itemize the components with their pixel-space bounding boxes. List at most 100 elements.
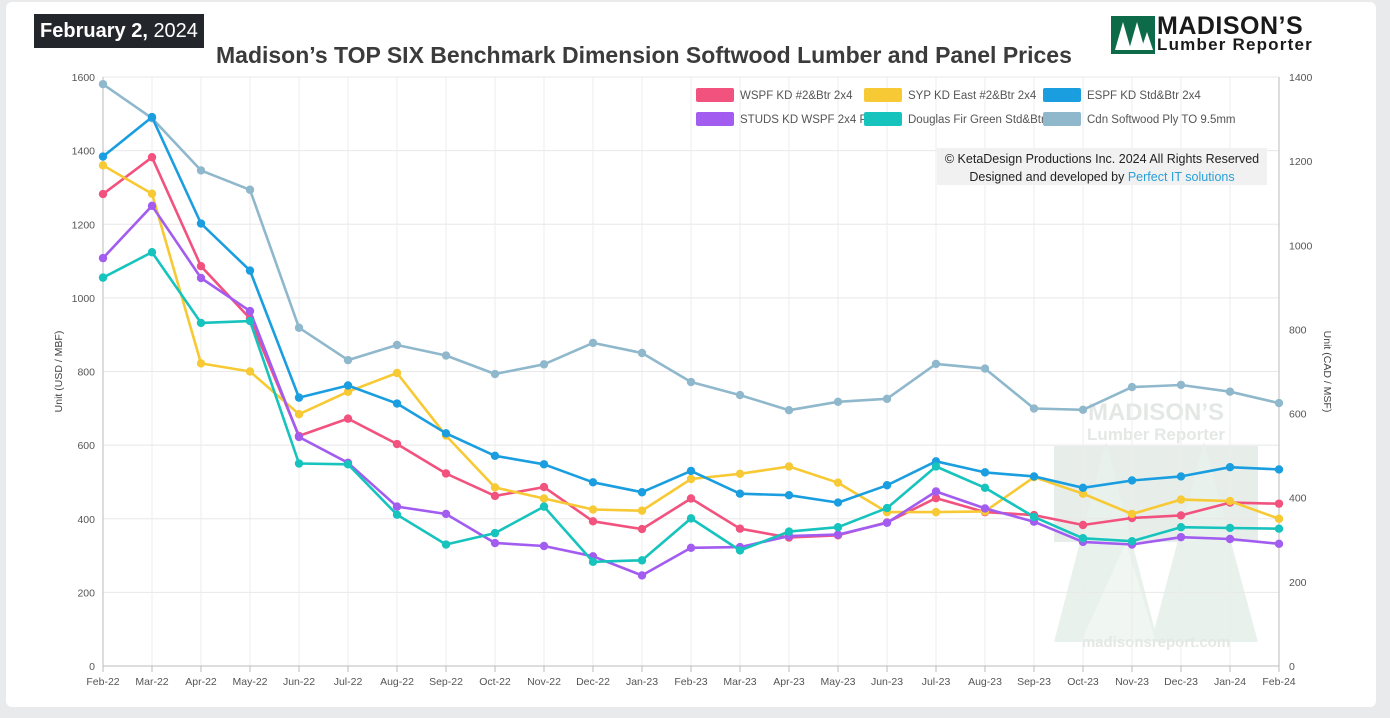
data-point bbox=[490, 538, 500, 548]
data-point bbox=[931, 487, 941, 496]
data-point bbox=[637, 348, 647, 358]
data-point bbox=[1078, 405, 1088, 414]
brand-logo: MADISON’S Lumber Reporter bbox=[1111, 12, 1366, 56]
watermark-url: madisonsreport.com bbox=[1082, 634, 1230, 651]
data-point bbox=[980, 483, 990, 493]
x-tick-label: Aug-22 bbox=[380, 676, 414, 688]
data-point bbox=[833, 397, 843, 406]
data-point bbox=[1078, 489, 1088, 498]
y2-axis-title: Unit (CAD / MSF) bbox=[1321, 331, 1333, 413]
data-point bbox=[1225, 387, 1235, 396]
data-point bbox=[1274, 465, 1284, 474]
data-point bbox=[1176, 532, 1186, 542]
data-point bbox=[490, 528, 500, 538]
data-point bbox=[1176, 472, 1186, 481]
y2-tick-label: 1400 bbox=[1289, 72, 1313, 84]
watermark-name: MADISON’S bbox=[1088, 399, 1224, 426]
data-point bbox=[441, 509, 451, 519]
x-tick-label: Feb-22 bbox=[86, 676, 119, 688]
data-point bbox=[490, 491, 500, 501]
y-tick-label: 1200 bbox=[72, 219, 96, 231]
data-point bbox=[196, 273, 206, 283]
x-tick-label: Jan-24 bbox=[1214, 676, 1246, 688]
data-point bbox=[784, 490, 794, 500]
y2-tick-label: 0 bbox=[1289, 661, 1295, 673]
copyright-box: © KetaDesign Productions Inc. 2024 All R… bbox=[937, 148, 1267, 185]
x-tick-label: Dec-22 bbox=[576, 676, 610, 688]
y-tick-label: 1600 bbox=[72, 72, 96, 84]
axes: 0 200 400 600 800 1000 1200 1400 1600 0 200 400 600 8… bbox=[53, 72, 1333, 688]
series bbox=[98, 79, 1284, 580]
legend-label: ESPF KD Std&Btr 2x4 bbox=[1087, 90, 1201, 102]
developer-credit-prefix: Designed and developed by bbox=[969, 170, 1127, 184]
data-point bbox=[343, 414, 353, 423]
data-point bbox=[882, 503, 892, 513]
legend-label: STUDS KD WSPF 2x4 PET bbox=[740, 114, 882, 126]
developer-link[interactable]: Perfect IT solutions bbox=[1128, 170, 1235, 184]
watermark-subtitle: Lumber Reporter bbox=[1087, 425, 1225, 444]
y-tick-label: 1000 bbox=[72, 293, 96, 305]
data-point bbox=[490, 483, 500, 492]
data-point bbox=[1225, 463, 1235, 472]
data-point bbox=[392, 340, 402, 350]
y-tick-label: 400 bbox=[77, 514, 95, 526]
x-tick-label: Oct-23 bbox=[1067, 676, 1099, 688]
data-point bbox=[1029, 404, 1039, 413]
data-point bbox=[1176, 523, 1186, 532]
data-point bbox=[539, 502, 549, 511]
data-point bbox=[441, 469, 451, 478]
data-point bbox=[735, 469, 745, 479]
data-point bbox=[1274, 499, 1284, 508]
date-year: 2024 bbox=[153, 20, 198, 42]
data-point bbox=[833, 530, 843, 539]
data-point bbox=[1029, 472, 1039, 481]
brand-trees-icon bbox=[1111, 16, 1155, 54]
data-point bbox=[441, 429, 451, 438]
data-point bbox=[147, 248, 157, 257]
data-point bbox=[1078, 520, 1088, 530]
data-point bbox=[392, 439, 402, 449]
data-point bbox=[637, 488, 647, 497]
data-point bbox=[441, 351, 451, 360]
data-point bbox=[735, 390, 745, 400]
data-point bbox=[1127, 509, 1137, 519]
data-point bbox=[686, 474, 696, 484]
data-point bbox=[490, 451, 500, 461]
copyright-line: © KetaDesign Productions Inc. 2024 All R… bbox=[945, 152, 1259, 166]
data-point bbox=[686, 514, 696, 523]
data-point bbox=[882, 481, 892, 490]
x-tick-label: Sep-22 bbox=[429, 676, 463, 688]
data-point bbox=[245, 185, 255, 194]
data-point bbox=[882, 394, 892, 404]
data-point bbox=[490, 369, 500, 379]
x-tick-label: Aug-23 bbox=[968, 676, 1002, 688]
legend-swatch bbox=[864, 112, 902, 126]
legend-swatch bbox=[864, 88, 902, 102]
data-point bbox=[931, 493, 941, 503]
data-point bbox=[735, 546, 745, 555]
data-point bbox=[980, 468, 990, 477]
chart-card: February 2, 2024 Madison’s TOP SIX Bench… bbox=[6, 2, 1376, 707]
data-point bbox=[294, 432, 304, 442]
y-tick-label: 800 bbox=[77, 367, 95, 379]
x-tick-label: Feb-23 bbox=[674, 676, 707, 688]
data-point bbox=[98, 161, 108, 170]
brand-name: MADISON’S bbox=[1157, 12, 1304, 40]
chart-title: Madison’s TOP SIX Benchmark Dimension So… bbox=[216, 42, 1072, 68]
data-point bbox=[294, 459, 304, 468]
data-point bbox=[98, 152, 108, 161]
y2-tick-label: 400 bbox=[1289, 493, 1307, 505]
data-point bbox=[637, 571, 647, 580]
data-point bbox=[196, 219, 206, 228]
data-point bbox=[686, 543, 696, 553]
legend-swatch bbox=[696, 88, 734, 102]
data-point bbox=[539, 460, 549, 469]
date-badge: February 2, 2024 bbox=[34, 14, 204, 48]
x-tick-label: Dec-23 bbox=[1164, 676, 1198, 688]
data-point bbox=[1274, 398, 1284, 408]
data-point bbox=[1274, 539, 1284, 548]
data-point bbox=[1127, 476, 1137, 485]
data-point bbox=[1176, 511, 1186, 520]
y-tick-label: 1400 bbox=[72, 146, 96, 158]
data-point bbox=[392, 368, 402, 378]
